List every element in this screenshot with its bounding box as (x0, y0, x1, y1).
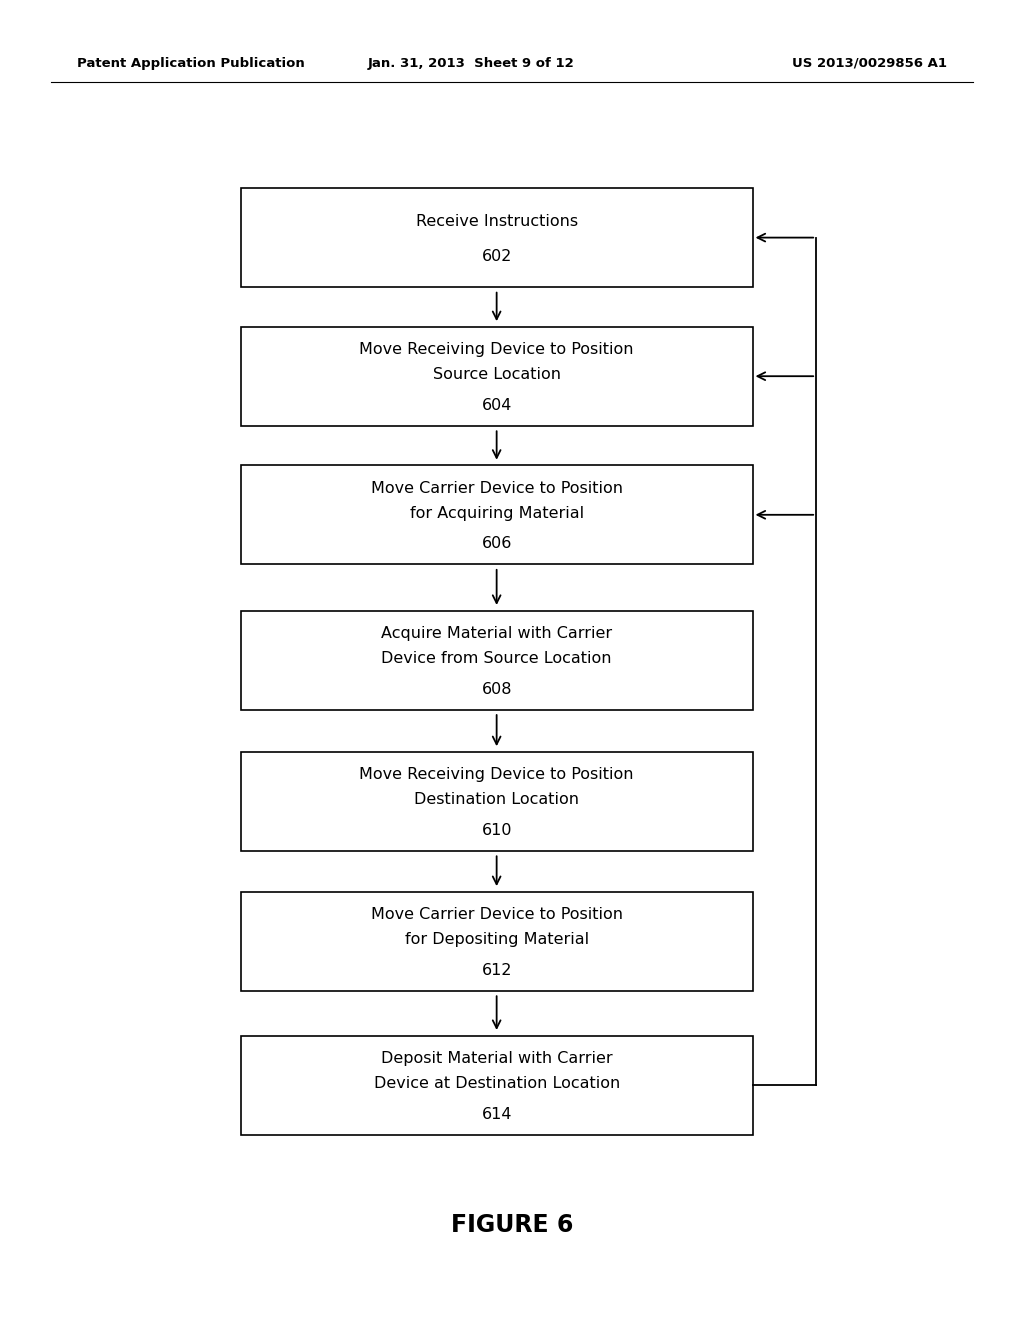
FancyBboxPatch shape (241, 327, 753, 425)
Text: Acquire Material with Carrier: Acquire Material with Carrier (381, 626, 612, 642)
Text: Jan. 31, 2013  Sheet 9 of 12: Jan. 31, 2013 Sheet 9 of 12 (368, 57, 574, 70)
FancyBboxPatch shape (241, 466, 753, 565)
Text: Move Carrier Device to Position: Move Carrier Device to Position (371, 907, 623, 923)
Text: for Acquiring Material: for Acquiring Material (410, 506, 584, 521)
FancyBboxPatch shape (241, 751, 753, 850)
Text: Receive Instructions: Receive Instructions (416, 214, 578, 230)
Text: 612: 612 (481, 962, 512, 978)
Text: Move Receiving Device to Position: Move Receiving Device to Position (359, 342, 634, 358)
Text: Move Carrier Device to Position: Move Carrier Device to Position (371, 480, 623, 496)
FancyBboxPatch shape (241, 189, 753, 288)
Text: Destination Location: Destination Location (414, 792, 580, 808)
Text: for Depositing Material: for Depositing Material (404, 932, 589, 948)
Text: Device at Destination Location: Device at Destination Location (374, 1076, 620, 1092)
Text: Source Location: Source Location (432, 367, 561, 383)
Text: 610: 610 (481, 822, 512, 838)
FancyBboxPatch shape (241, 892, 753, 990)
Text: US 2013/0029856 A1: US 2013/0029856 A1 (793, 57, 947, 70)
Text: 602: 602 (481, 248, 512, 264)
Text: Device from Source Location: Device from Source Location (381, 651, 612, 667)
Text: 608: 608 (481, 681, 512, 697)
Text: Move Receiving Device to Position: Move Receiving Device to Position (359, 767, 634, 783)
Text: 604: 604 (481, 397, 512, 413)
FancyBboxPatch shape (241, 610, 753, 710)
Text: Patent Application Publication: Patent Application Publication (77, 57, 304, 70)
Text: 606: 606 (481, 536, 512, 552)
Text: Deposit Material with Carrier: Deposit Material with Carrier (381, 1051, 612, 1067)
Text: 614: 614 (481, 1106, 512, 1122)
Text: FIGURE 6: FIGURE 6 (451, 1213, 573, 1237)
FancyBboxPatch shape (241, 1035, 753, 1135)
